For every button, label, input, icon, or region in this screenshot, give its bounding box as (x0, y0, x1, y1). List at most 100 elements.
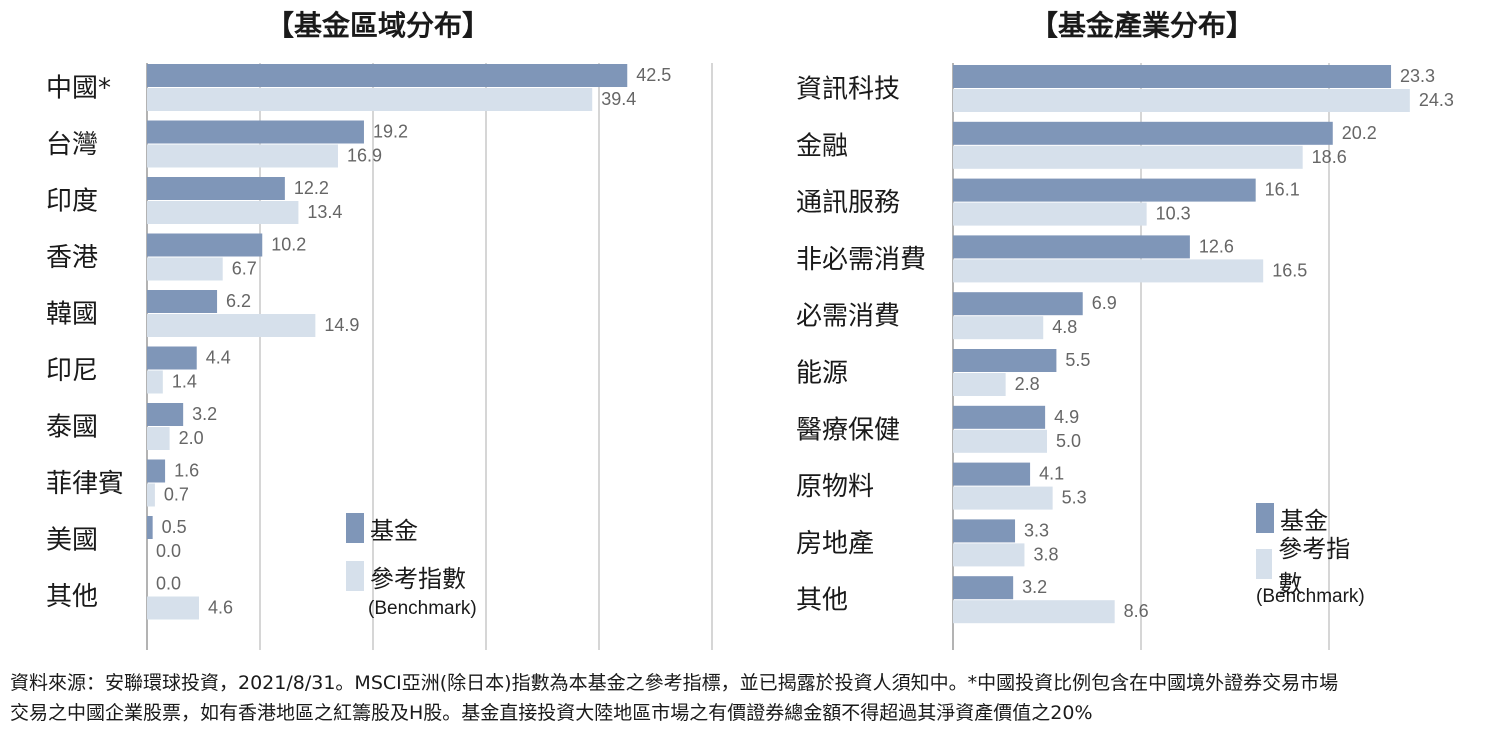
category-label: 非必需消費 (796, 245, 926, 275)
footnote-line-2: 交易之中國企業股票，如有香港地區之紅籌股及H股。基金直接投資大陸地區市場之有價證… (10, 702, 1093, 724)
sector-chart-title: 【基金產業分布】 (1030, 9, 1255, 42)
fund-value-label: 4.9 (1054, 407, 1079, 427)
category-label: 美國 (46, 526, 98, 556)
fund-value-label: 19.2 (373, 122, 408, 142)
fund-value-label: 5.5 (1065, 350, 1090, 370)
legend-label-benchmark-en: (Benchmark) (368, 598, 477, 619)
benchmark-bar (953, 316, 1044, 340)
category-label: 醫療保健 (796, 415, 900, 445)
category-label: 房地產 (796, 529, 874, 559)
benchmark-value-label: 3.8 (1033, 544, 1058, 564)
benchmark-bar (953, 543, 1025, 567)
fund-bar (147, 346, 197, 370)
benchmark-bar (953, 202, 1147, 226)
benchmark-value-label: 5.3 (1062, 488, 1087, 508)
legend-item-benchmark: 參考指數 (346, 556, 477, 596)
region-chart-plot: 中國* 42.539.4 台灣 19.2 16.9 印度 12.2 13.4 香港 10.2 6.7… (46, 63, 713, 650)
benchmark-bar (147, 144, 338, 168)
benchmark-value-label: 24.3 (1419, 90, 1454, 110)
benchmark-bar (147, 314, 316, 337)
benchmark-value-label: 16.5 (1272, 260, 1307, 280)
fund-value-label: 3.3 (1024, 520, 1049, 540)
category-label: 台灣 (46, 130, 98, 160)
fund-bar (953, 349, 1057, 372)
fund-swatch (1256, 503, 1274, 533)
category-label: 其他 (796, 586, 848, 616)
benchmark-bar (147, 596, 199, 620)
benchmark-bar (147, 201, 299, 224)
category-label: 資訊科技 (796, 75, 900, 105)
legend-label-benchmark: 參考指數 (1278, 535, 1351, 598)
benchmark-value-label: 4.8 (1052, 317, 1077, 337)
fund-value-label: 4.1 (1039, 464, 1064, 484)
fund-value-label: 42.5 (636, 65, 671, 85)
category-label: 必需消費 (796, 302, 900, 332)
region-legend: 基金 參考指數 (Benchmark) (346, 508, 477, 620)
benchmark-value-label: 18.6 (1312, 147, 1347, 167)
legend-item-fund: 基金 (346, 508, 477, 548)
benchmark-value-label: 2.8 (1015, 374, 1040, 394)
benchmark-swatch (346, 561, 364, 591)
fund-value-label: 3.2 (1022, 577, 1047, 597)
category-label: 通訊服務 (796, 188, 900, 218)
category-label: 金融 (796, 131, 848, 161)
fund-value-label: 16.1 (1265, 180, 1300, 200)
benchmark-value-label: 2.0 (179, 428, 204, 448)
fund-value-label: 0.5 (162, 517, 187, 537)
benchmark-value-label: 13.4 (307, 202, 342, 222)
fund-value-label: 1.6 (174, 461, 199, 481)
benchmark-bar (147, 257, 223, 281)
benchmark-value-label: 0.7 (164, 485, 189, 505)
fund-bar (953, 121, 1333, 145)
benchmark-bar (953, 145, 1303, 169)
legend-item-benchmark: 參考指數 (1256, 535, 1365, 598)
fund-bar (953, 576, 1014, 600)
benchmark-bar (147, 427, 170, 450)
benchmark-bar (953, 89, 1410, 112)
fund-swatch (346, 513, 364, 543)
fund-bar (147, 233, 263, 257)
fund-bar (147, 459, 166, 483)
benchmark-bar (147, 88, 593, 111)
benchmark-value-label: 8.6 (1124, 601, 1149, 621)
benchmark-value-label: 14.9 (324, 315, 359, 335)
fund-value-label: 0.0 (156, 574, 181, 594)
legend-label-benchmark: 參考指數 (370, 564, 466, 593)
category-label: 印尼 (46, 356, 98, 386)
benchmark-bar (953, 600, 1115, 624)
fund-value-label: 23.3 (1400, 66, 1435, 86)
category-label: 其他 (46, 582, 98, 612)
category-label: 菲律賓 (46, 469, 124, 499)
fund-bar (953, 519, 1016, 543)
footnote-line-1: 資料來源：安聯環球投資，2021/8/31。MSCI亞洲(除日本)指數為本基金之… (10, 672, 1339, 694)
fund-bar (147, 403, 184, 426)
category-label: 泰國 (46, 413, 98, 443)
fund-bar (953, 65, 1392, 88)
category-label: 韓國 (46, 300, 98, 330)
fund-bar (147, 516, 153, 539)
fund-value-label: 12.6 (1199, 236, 1234, 256)
benchmark-value-label: 10.3 (1156, 204, 1191, 224)
category-label: 原物料 (796, 472, 874, 502)
sector-legend: 基金 參考指數 (Benchmark) (1256, 498, 1365, 608)
fund-value-label: 10.2 (271, 235, 306, 255)
footnote: 資料來源：安聯環球投資，2021/8/31。MSCI亞洲(除日本)指數為本基金之… (10, 668, 1494, 728)
fund-value-label: 12.2 (294, 178, 329, 198)
benchmark-bar (953, 259, 1264, 283)
fund-bar (147, 290, 218, 313)
category-label: 印度 (46, 187, 98, 217)
sector-chart-plot: 資訊科技 23.3 24.3 金融 20.2 18.6 通訊服務 16.1 10.3 非必需消費 1… (796, 63, 1454, 650)
fund-bar (953, 292, 1083, 316)
fund-bar (147, 177, 285, 200)
benchmark-bar (953, 373, 1006, 396)
category-label: 能源 (796, 359, 848, 389)
legend-label-fund: 基金 (370, 516, 418, 545)
fund-value-label: 6.2 (226, 291, 251, 311)
fund-value-label: 4.4 (206, 348, 231, 368)
benchmark-bar (953, 429, 1047, 453)
benchmark-value-label: 4.6 (208, 598, 233, 618)
benchmark-swatch (1256, 549, 1273, 579)
benchmark-value-label: 0.0 (156, 541, 181, 561)
fund-bar (147, 64, 628, 87)
benchmark-value-label: 6.7 (232, 259, 257, 279)
